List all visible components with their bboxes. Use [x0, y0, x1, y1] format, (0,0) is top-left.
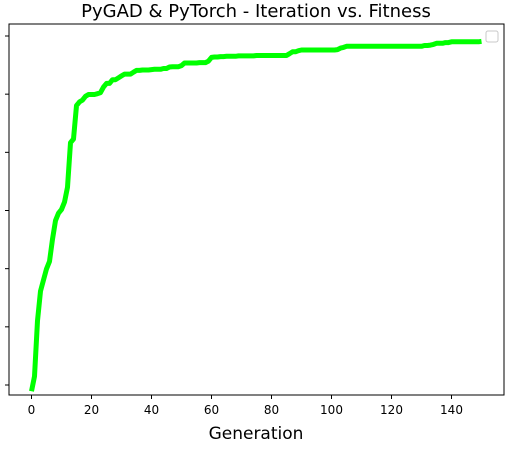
x-tick-label: 120 [380, 403, 403, 417]
plot-frame [8, 23, 505, 396]
x-tick-label: 140 [440, 403, 463, 417]
fitness-series-line [29, 38, 482, 392]
x-tick-label: 100 [320, 403, 343, 417]
x-tick-label: 60 [204, 403, 219, 417]
legend-box [485, 30, 499, 43]
x-axis-label: Generation [209, 424, 304, 444]
x-tick-label: 80 [264, 403, 279, 417]
x-tick-label: 0 [28, 403, 36, 417]
x-axis: 0 20 40 60 80 100 120 140 [28, 395, 463, 417]
chart-title: PyGAD & PyTorch - Iteration vs. Fitness [81, 1, 431, 22]
x-tick-label: 20 [84, 403, 99, 417]
x-tick-label: 40 [144, 403, 159, 417]
series-layer [29, 38, 482, 392]
y-axis [5, 35, 9, 386]
